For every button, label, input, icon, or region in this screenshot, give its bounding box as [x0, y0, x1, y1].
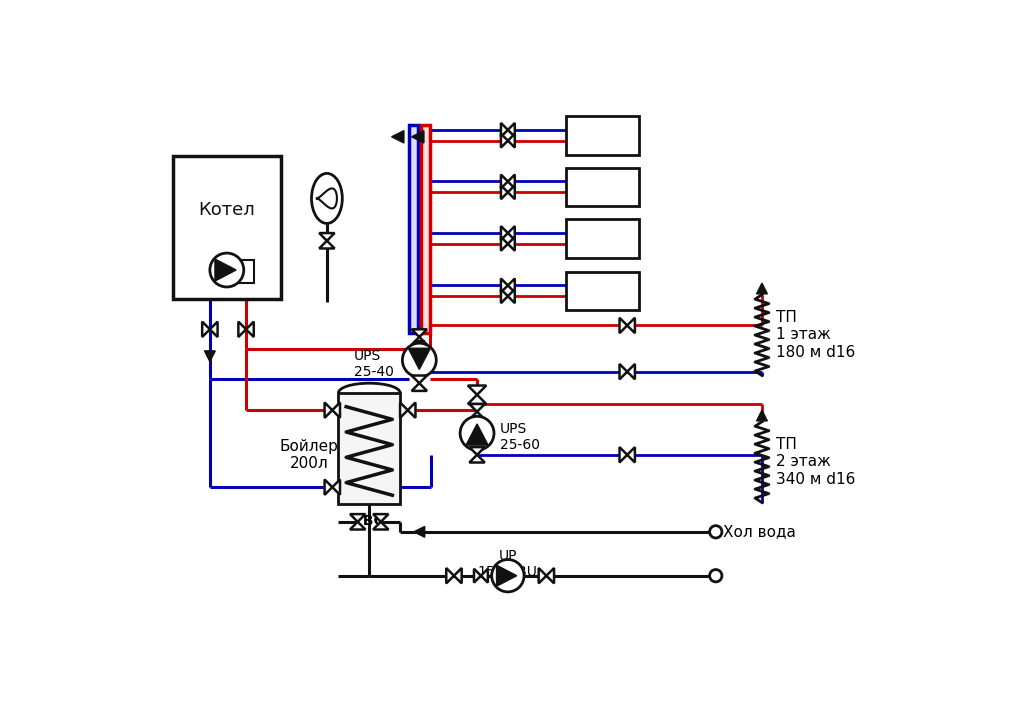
- Polygon shape: [412, 375, 427, 383]
- Bar: [565, 272, 639, 310]
- Polygon shape: [474, 569, 481, 583]
- Text: Бойлер
200л: Бойлер 200л: [280, 439, 339, 471]
- Text: ТП
2 этаж
340 м d16: ТП 2 этаж 340 м d16: [776, 437, 855, 487]
- Polygon shape: [412, 383, 427, 391]
- Circle shape: [710, 570, 722, 582]
- Bar: [173, 156, 281, 299]
- Polygon shape: [501, 185, 508, 199]
- Polygon shape: [469, 455, 484, 463]
- Bar: [339, 393, 400, 505]
- Polygon shape: [547, 568, 554, 583]
- Polygon shape: [620, 364, 628, 380]
- Polygon shape: [412, 337, 427, 345]
- Polygon shape: [501, 123, 508, 137]
- Polygon shape: [400, 403, 408, 418]
- Text: Котел: Котел: [199, 201, 255, 219]
- Polygon shape: [373, 514, 388, 522]
- Bar: [421, 125, 430, 333]
- Polygon shape: [325, 403, 333, 418]
- Polygon shape: [508, 226, 515, 240]
- Polygon shape: [539, 568, 547, 583]
- Polygon shape: [325, 479, 333, 495]
- Polygon shape: [205, 351, 215, 362]
- Circle shape: [492, 560, 524, 592]
- Polygon shape: [350, 514, 366, 522]
- Ellipse shape: [311, 174, 342, 223]
- Polygon shape: [497, 565, 517, 586]
- Polygon shape: [373, 522, 388, 529]
- Polygon shape: [446, 568, 454, 583]
- Bar: [415, 341, 424, 348]
- Polygon shape: [501, 226, 508, 240]
- Polygon shape: [391, 131, 403, 143]
- Polygon shape: [501, 174, 508, 189]
- Polygon shape: [501, 237, 508, 251]
- Polygon shape: [215, 259, 237, 281]
- Bar: [565, 116, 639, 155]
- Polygon shape: [468, 385, 486, 395]
- Polygon shape: [757, 410, 767, 421]
- Text: Хол вода: Хол вода: [724, 524, 797, 539]
- Polygon shape: [239, 322, 246, 337]
- Polygon shape: [333, 403, 340, 418]
- Polygon shape: [508, 289, 515, 303]
- Text: ГВС: ГВС: [354, 514, 384, 528]
- Text: ТП
1 этаж
180 м d16: ТП 1 этаж 180 м d16: [776, 309, 855, 359]
- Polygon shape: [501, 289, 508, 303]
- Polygon shape: [501, 134, 508, 147]
- Polygon shape: [469, 411, 484, 419]
- Polygon shape: [628, 318, 635, 333]
- Polygon shape: [508, 278, 515, 292]
- Polygon shape: [454, 568, 462, 583]
- Polygon shape: [319, 233, 335, 241]
- Polygon shape: [246, 322, 254, 337]
- Polygon shape: [508, 185, 515, 199]
- Polygon shape: [628, 447, 635, 463]
- Polygon shape: [414, 526, 425, 537]
- Polygon shape: [508, 174, 515, 189]
- Bar: [565, 168, 639, 206]
- Polygon shape: [412, 131, 424, 143]
- Polygon shape: [468, 395, 486, 404]
- Text: UP
15-14BU: UP 15-14BU: [478, 549, 538, 579]
- Polygon shape: [481, 569, 487, 583]
- Polygon shape: [469, 447, 484, 455]
- Circle shape: [460, 416, 494, 450]
- Circle shape: [402, 343, 436, 377]
- Polygon shape: [412, 329, 427, 337]
- Polygon shape: [620, 447, 628, 463]
- Polygon shape: [628, 364, 635, 380]
- Polygon shape: [333, 479, 340, 495]
- Polygon shape: [210, 322, 217, 337]
- Bar: [230, 260, 254, 283]
- Polygon shape: [508, 237, 515, 251]
- Text: UPS
25-40: UPS 25-40: [354, 349, 394, 379]
- Bar: [409, 125, 418, 333]
- Polygon shape: [319, 241, 335, 249]
- Polygon shape: [408, 403, 416, 418]
- Polygon shape: [508, 134, 515, 147]
- Circle shape: [210, 253, 244, 287]
- Polygon shape: [757, 283, 767, 294]
- Bar: [565, 219, 639, 257]
- Polygon shape: [620, 318, 628, 333]
- Polygon shape: [466, 424, 488, 445]
- Text: UPS
25-60: UPS 25-60: [500, 422, 541, 452]
- Polygon shape: [508, 123, 515, 137]
- Polygon shape: [350, 522, 366, 529]
- Polygon shape: [501, 278, 508, 292]
- Polygon shape: [409, 348, 430, 369]
- Polygon shape: [469, 404, 484, 411]
- Circle shape: [710, 526, 722, 538]
- Polygon shape: [202, 322, 210, 337]
